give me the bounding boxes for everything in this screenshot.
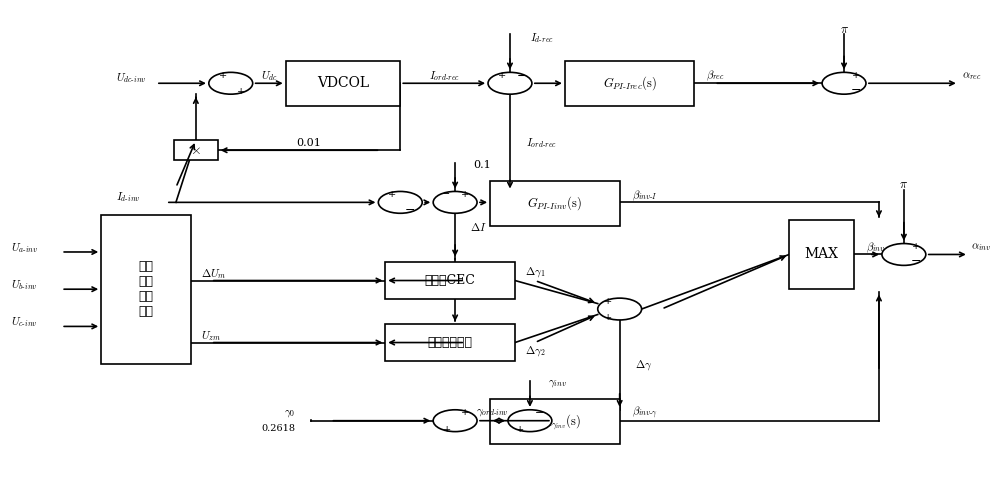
Text: $G_{PI\text{-}Iinv}(\mathrm{s})$: $G_{PI\text{-}Iinv}(\mathrm{s})$ [527,195,582,212]
Text: $U_{dc\text{-}inv}$: $U_{dc\text{-}inv}$ [116,71,147,85]
Text: +: + [852,71,860,80]
Circle shape [378,192,422,213]
Text: $\pi$: $\pi$ [899,179,908,192]
Text: $I_{ord\text{-}rec}$: $I_{ord\text{-}rec}$ [429,69,460,83]
Bar [174,140,218,160]
Text: 自适应CEC: 自适应CEC [425,274,476,287]
Text: $U_{c\text{-}inv}$: $U_{c\text{-}inv}$ [11,315,38,329]
Text: $\gamma_{inv}$: $\gamma_{inv}$ [548,378,567,389]
Text: $\beta_{inv\text{-}\gamma}$: $\beta_{inv\text{-}\gamma}$ [632,405,658,421]
Text: $U_{a\text{-}inv}$: $U_{a\text{-}inv}$ [11,241,39,255]
Text: VDCOL: VDCOL [317,76,369,90]
Text: $\Delta U_m$: $\Delta U_m$ [201,266,226,280]
Text: $\Delta\gamma_1$: $\Delta\gamma_1$ [525,264,545,278]
Text: $\alpha_{rec}$: $\alpha_{rec}$ [962,70,981,82]
Text: −: − [911,255,921,268]
Text: +: + [912,242,920,251]
Text: $\times$: $\times$ [190,143,201,157]
Bar [490,181,620,226]
Text: +: + [604,296,612,305]
Text: $\Delta\gamma_2$: $\Delta\gamma_2$ [525,344,545,358]
Text: $\beta_{inv\text{-}I}$: $\beta_{inv\text{-}I}$ [632,188,657,203]
Bar [490,399,620,444]
Text: $G_{PI\text{-}\gamma_{inv}}(\mathrm{s})$: $G_{PI\text{-}\gamma_{inv}}(\mathrm{s})$ [529,412,581,431]
Text: 故障
系数
计算
模块: 故障 系数 计算 模块 [138,260,153,318]
Bar [789,220,854,289]
Text: 0.01: 0.01 [297,138,321,148]
Text: +: + [604,313,612,322]
Circle shape [822,72,866,94]
Text: $I_{d\text{-}rec}$: $I_{d\text{-}rec}$ [530,30,554,44]
Circle shape [508,410,552,432]
Text: −: − [405,204,416,217]
Text: $I_{d\text{-}inv}$: $I_{d\text{-}inv}$ [116,191,141,205]
Bar [101,215,191,364]
Text: $\beta_{inv}$: $\beta_{inv}$ [866,241,885,254]
Bar [286,61,400,106]
Text: $U_{dc}$: $U_{dc}$ [261,69,278,83]
Text: 0.1: 0.1 [473,160,491,170]
Bar [385,324,515,361]
Bar [385,262,515,299]
Text: $\pi$: $\pi$ [840,23,849,36]
Text: +: + [443,425,451,434]
Text: −: − [535,408,545,418]
Text: +: + [461,408,469,417]
Text: +: + [388,190,396,199]
Text: 0.2618: 0.2618 [262,424,296,433]
Text: MAX: MAX [805,248,839,261]
Text: $\gamma_{ord\text{-}inv}$: $\gamma_{ord\text{-}inv}$ [476,407,509,418]
Text: $U_{b\text{-}inv}$: $U_{b\text{-}inv}$ [11,278,38,292]
Circle shape [433,192,477,213]
Text: −: − [440,190,450,200]
Text: 单相故障控制: 单相故障控制 [428,336,473,349]
Text: $\Delta\gamma$: $\Delta\gamma$ [635,358,652,372]
Circle shape [209,72,253,94]
Text: $G_{PI\text{-}Irec}(\mathrm{s})$: $G_{PI\text{-}Irec}(\mathrm{s})$ [603,74,657,92]
Circle shape [433,410,477,432]
Text: $\beta_{rec}$: $\beta_{rec}$ [706,69,725,83]
Bar [565,61,694,106]
Text: $\Delta I$: $\Delta I$ [470,221,487,233]
Text: $\gamma_0$: $\gamma_0$ [284,408,296,419]
Text: $U_{zm}$: $U_{zm}$ [201,329,221,342]
Text: −: − [517,70,527,83]
Circle shape [598,298,642,320]
Text: +: + [516,425,524,434]
Text: +: + [498,71,506,80]
Text: −: − [851,84,861,97]
Text: $I_{ord\text{-}rec}$: $I_{ord\text{-}rec}$ [526,136,557,150]
Circle shape [882,244,926,265]
Text: +: + [219,71,227,80]
Circle shape [488,72,532,94]
Text: +: + [237,87,245,96]
Text: $\alpha_{inv}$: $\alpha_{inv}$ [971,242,991,253]
Text: +: + [461,190,469,199]
